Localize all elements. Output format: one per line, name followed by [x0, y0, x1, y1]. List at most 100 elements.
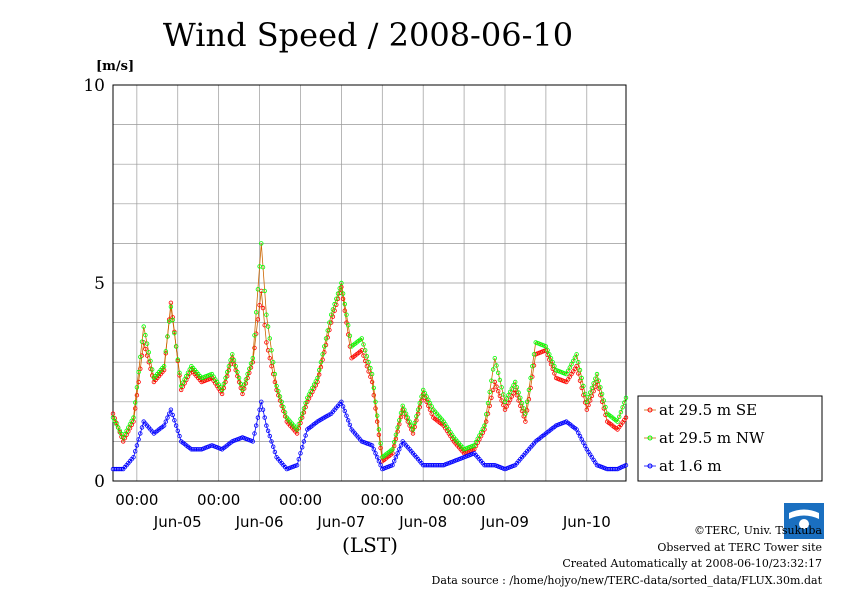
- legend-label: at 29.5 m NW: [659, 429, 765, 447]
- data-point: [398, 414, 404, 420]
- data-point: [298, 451, 303, 456]
- data-point: [182, 377, 187, 382]
- y-tick-label: 0: [94, 472, 105, 492]
- data-point: [373, 399, 378, 404]
- data-point: [274, 383, 279, 389]
- data-point: [127, 422, 133, 427]
- data-point: [323, 336, 329, 341]
- data-point: [366, 360, 371, 365]
- data-point: [378, 441, 383, 446]
- series-1: [110, 241, 629, 460]
- data-point: [419, 394, 424, 399]
- chart-title: Wind Speed / 2008-06-10: [163, 16, 573, 54]
- data-point: [392, 439, 397, 445]
- data-point: [134, 385, 140, 390]
- data-point: [247, 366, 252, 371]
- data-point: [581, 383, 586, 389]
- data-point: [482, 423, 487, 428]
- data-point: [115, 425, 121, 430]
- data-point: [272, 449, 278, 455]
- data-point: [371, 393, 376, 398]
- data-point: [523, 411, 528, 416]
- data-point: [346, 323, 351, 328]
- data-point: [267, 336, 272, 341]
- x-tick-time-label: 00:00: [361, 491, 404, 509]
- data-point: [262, 415, 267, 420]
- data-point: [496, 389, 501, 394]
- data-point: [340, 291, 346, 296]
- data-point: [173, 344, 179, 349]
- data-point: [359, 336, 364, 341]
- data-point: [320, 352, 325, 357]
- data-point: [317, 372, 322, 377]
- data-point: [294, 427, 300, 432]
- y-axis-unit: [m/s]: [96, 59, 134, 74]
- data-point: [582, 443, 588, 449]
- data-point: [277, 394, 283, 399]
- data-point: [584, 407, 589, 412]
- data-point: [485, 400, 491, 406]
- data-point: [368, 365, 373, 371]
- data-point: [122, 431, 128, 437]
- data-point: [112, 418, 117, 424]
- data-point: [477, 433, 482, 438]
- data-point: [175, 357, 180, 362]
- data-point: [269, 364, 274, 369]
- data-point: [161, 364, 167, 369]
- data-point: [615, 419, 620, 424]
- data-point: [163, 349, 168, 354]
- data-point: [224, 369, 230, 375]
- data-point: [375, 419, 380, 424]
- y-tick-label: 5: [94, 274, 105, 294]
- data-point: [347, 333, 353, 338]
- data-point: [126, 425, 131, 430]
- data-point: [318, 360, 324, 365]
- data-point: [301, 406, 307, 411]
- data-point: [373, 451, 378, 456]
- data-point: [369, 371, 375, 377]
- data-point: [422, 391, 428, 396]
- data-point: [571, 358, 576, 364]
- data-point: [264, 312, 269, 317]
- data-point: [395, 429, 400, 434]
- data-point: [543, 344, 549, 349]
- data-point: [255, 415, 261, 420]
- data-point: [149, 367, 155, 372]
- data-point: [250, 356, 255, 361]
- data-point: [472, 443, 477, 448]
- data-point: [364, 354, 370, 359]
- data-point: [325, 328, 330, 333]
- data-point: [272, 379, 278, 385]
- data-point: [524, 408, 530, 413]
- data-point: [334, 296, 339, 301]
- data-point: [547, 352, 552, 357]
- data-point: [366, 369, 371, 374]
- x-tick-time-label: 00:00: [442, 491, 485, 509]
- data-point: [267, 356, 272, 361]
- data-point: [395, 425, 400, 430]
- data-point: [584, 399, 589, 404]
- data-point: [259, 399, 264, 404]
- data-point: [530, 364, 535, 369]
- data-point: [588, 390, 593, 395]
- data-point: [136, 379, 141, 385]
- data-point: [264, 423, 269, 428]
- legend-box: [637, 395, 823, 482]
- data-point: [514, 385, 520, 390]
- data-point: [138, 354, 143, 360]
- legend-label: at 1.6 m: [659, 457, 722, 475]
- data-point: [531, 352, 537, 357]
- x-tick-time-label: 00:00: [115, 491, 158, 509]
- data-point: [264, 340, 269, 345]
- data-point: [226, 364, 232, 369]
- data-point: [504, 404, 509, 409]
- data-point: [301, 439, 307, 444]
- data-point: [119, 466, 124, 472]
- x-tick-time-label: 00:00: [197, 491, 240, 509]
- data-point: [579, 437, 584, 442]
- data-point: [124, 428, 129, 433]
- data-point: [335, 291, 341, 296]
- data-point: [175, 428, 180, 433]
- data-point: [168, 304, 174, 309]
- data-point: [262, 288, 267, 294]
